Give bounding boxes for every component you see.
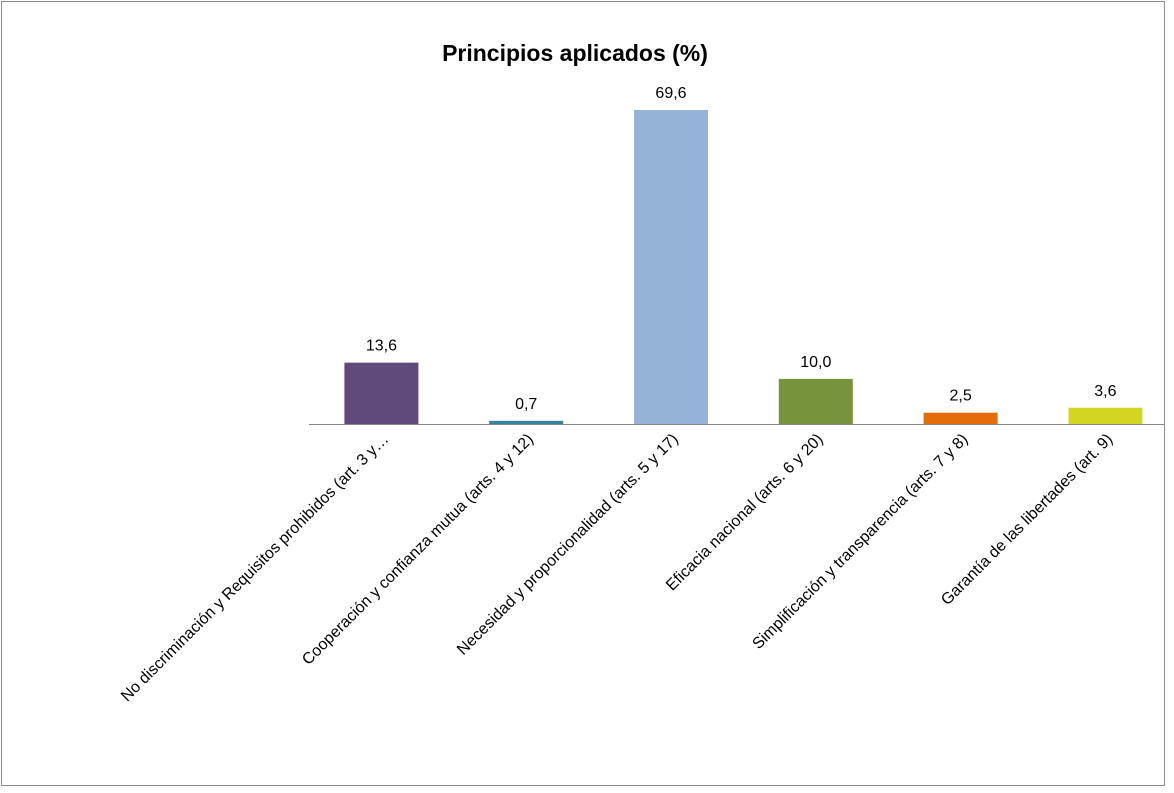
bar bbox=[344, 362, 419, 424]
data-label: 10,0 bbox=[800, 354, 831, 371]
bar bbox=[634, 110, 708, 424]
data-label: 0,7 bbox=[515, 396, 537, 413]
bar bbox=[489, 420, 564, 424]
bar bbox=[1068, 407, 1143, 424]
data-label: 69,6 bbox=[655, 85, 686, 102]
data-label: 3,6 bbox=[1094, 383, 1116, 400]
data-label: 13,6 bbox=[366, 338, 397, 355]
bar bbox=[778, 378, 853, 424]
data-label: 2,5 bbox=[949, 388, 971, 405]
chart-title: Principios aplicados (%) bbox=[442, 40, 708, 66]
bar bbox=[923, 412, 998, 424]
